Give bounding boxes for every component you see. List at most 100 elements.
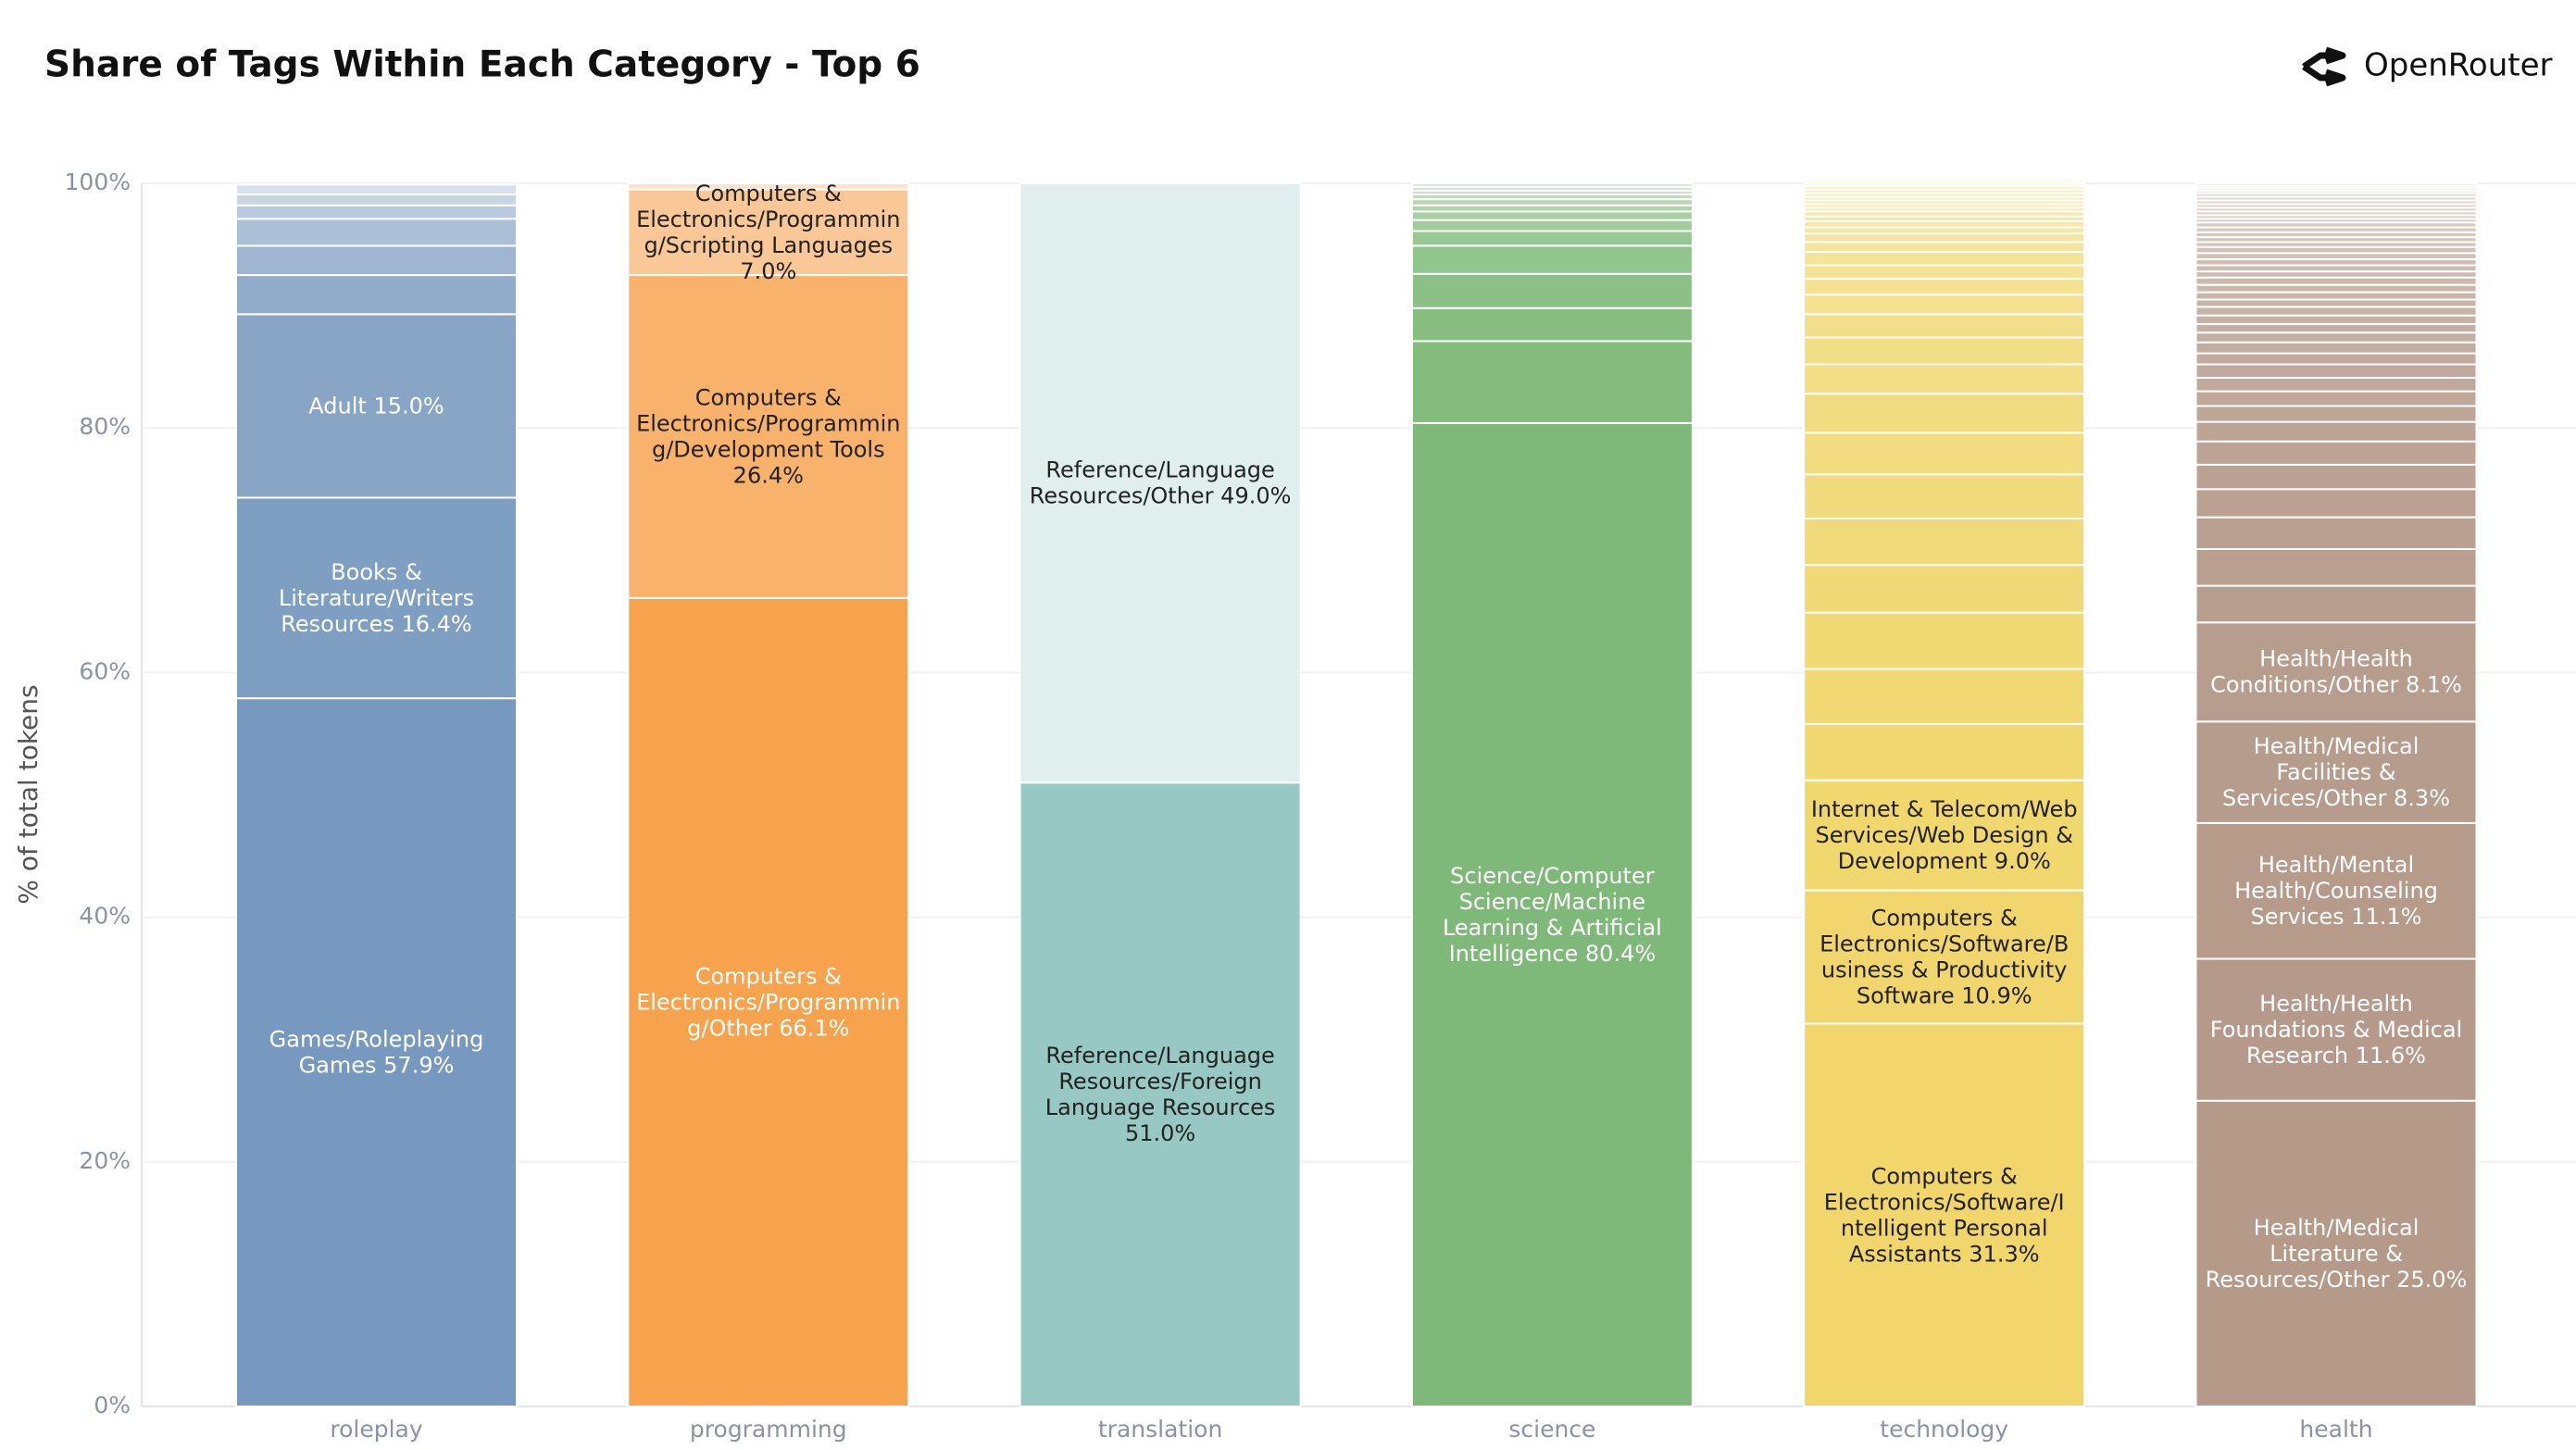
segment-label: Health/Health Conditions/Other 8.1% — [2210, 646, 2462, 698]
segment-label-line: Science/Computer — [1450, 863, 1655, 889]
segment-label-line: Computers & — [695, 384, 842, 410]
x-tick-label: technology — [1880, 1416, 2008, 1443]
segment-label-line: Health/Health — [2259, 991, 2413, 1017]
column — [1410, 182, 1694, 1407]
bar-segment — [2195, 377, 2478, 393]
segment-label-line: ntelligent Personal — [1841, 1215, 2048, 1241]
segment-label-line: Electronics/Software/B — [1819, 931, 2069, 957]
bar-segment — [1803, 336, 2086, 366]
bar-segment — [627, 182, 910, 191]
segment-label-line: Services 11.1% — [2250, 904, 2421, 930]
bar-segment — [1410, 230, 1694, 247]
bar-segment — [1019, 182, 1302, 784]
bar-segment — [1803, 564, 2086, 614]
y-tick-label: 40% — [79, 903, 131, 930]
segment-label-line: Games 57.9% — [299, 1053, 455, 1079]
bar-segment — [1410, 210, 1694, 221]
x-tick-label: roleplay — [330, 1416, 422, 1443]
y-axis-label: % of total tokens — [13, 684, 44, 904]
segment-label: Adult 15.0% — [308, 393, 444, 419]
bar-segment — [1803, 232, 2086, 244]
segment-label: Computers & Electronics/Software/I ntellig… — [1824, 1163, 2065, 1267]
x-tick-label: science — [1508, 1416, 1595, 1443]
bar-segment — [1803, 278, 2086, 296]
bar-segment — [1803, 1022, 2086, 1407]
bar-segment — [2195, 182, 2478, 187]
column — [1019, 182, 1302, 1407]
segment-label-line: Computers & — [1871, 906, 2018, 931]
segment-label-line: Health/Mental — [2258, 852, 2414, 878]
bar-segment — [1410, 421, 1694, 1407]
bar-segment — [627, 596, 910, 1407]
segment-label-line: Books & — [331, 559, 422, 585]
y-tick-label: 0% — [94, 1392, 131, 1419]
bar-segment — [1410, 306, 1694, 343]
segment-label: Computers & Electronics/Programmin g/Scrip… — [636, 181, 900, 284]
bar-segment — [1803, 363, 2086, 395]
bar-segment — [1803, 473, 2086, 519]
segment-label-line: Electronics/Programmin — [636, 206, 900, 232]
segment-label-line: Facilities & — [2276, 759, 2395, 785]
segment-label-line: Resources/Other 25.0% — [2206, 1267, 2468, 1293]
segment-label-line: Computers & — [695, 181, 842, 206]
segment-label-line: Intelligence 80.4% — [1449, 941, 1657, 967]
y-tick-label: 60% — [79, 657, 131, 684]
bar-segment — [235, 244, 518, 277]
bar-segment — [1803, 889, 2086, 1025]
bar-segment — [2195, 405, 2478, 423]
column — [627, 182, 910, 1407]
segment-label: Books & Literature/Writers Resources 16.4% — [279, 559, 474, 637]
segment-label-line: Resources/Other 49.0% — [1030, 483, 1292, 509]
segment-label-line: 7.0% — [740, 258, 796, 284]
segment-label-line: Foundations & Medical — [2210, 1017, 2462, 1043]
y-tick-label: 20% — [79, 1147, 131, 1174]
bar-segment — [2195, 363, 2478, 380]
bar-segment — [2195, 276, 2478, 286]
segment-label-line: Services/Web Design & — [1815, 822, 2072, 848]
segment-label-line: Health/Medical — [2254, 1215, 2420, 1241]
bar-segment — [2195, 314, 2478, 325]
segment-label-line: Electronics/Software/I — [1824, 1189, 2065, 1215]
brand-name: OpenRouter — [2364, 47, 2553, 84]
segment-label-line: Adult 15.0% — [308, 393, 444, 419]
segment-label: Games/Roleplaying Games 57.9% — [269, 1027, 484, 1079]
bar-segment — [2195, 420, 2478, 443]
segment-label-line: 26.4% — [733, 462, 804, 488]
bar-segment — [1410, 340, 1694, 424]
bar-segment — [1803, 241, 2086, 253]
bar-segment — [2195, 306, 2478, 317]
segment-label-line: Health/Health — [2259, 646, 2413, 672]
bar-segment — [235, 218, 518, 247]
segment-label-line: Software 10.9% — [1857, 983, 2032, 1009]
bar-segment — [2195, 720, 2478, 824]
segment-label: Reference/Language Resources/Other 49.0% — [1030, 457, 1292, 509]
segment-label-line: Resources/Foreign — [1058, 1069, 1262, 1094]
segment-label: Reference/Language Resources/Foreign Langu… — [1045, 1043, 1276, 1146]
bar-segment — [2195, 352, 2478, 366]
segment-label-line: Literature/Writers — [279, 585, 474, 611]
bar-segment — [235, 274, 518, 316]
segment-label-line: 51.0% — [1125, 1120, 1195, 1146]
bar-segment — [1410, 219, 1694, 232]
bar-segment — [1803, 393, 2086, 434]
bar-segment — [1019, 781, 1302, 1407]
segment-label-line: Health/Counseling — [2234, 878, 2438, 904]
column — [235, 183, 518, 1407]
segment-label: Health/Health Foundations & Medical Resear… — [2210, 991, 2462, 1069]
bar-segment — [2195, 1099, 2478, 1407]
segment-label-line: Electronics/Programmin — [636, 989, 900, 1015]
bar-segment — [1410, 272, 1694, 309]
bar-segment — [1803, 431, 2086, 476]
segment-label-line: Computers & — [695, 963, 842, 989]
bar-segment — [1410, 244, 1694, 275]
bar-segment — [2195, 621, 2478, 723]
y-tick-label: 80% — [79, 413, 131, 440]
bar-segment — [1803, 611, 2086, 670]
bar-segment — [235, 313, 518, 499]
segment-label-line: g/Development Tools — [652, 436, 885, 462]
x-tick-label: health — [2299, 1416, 2372, 1443]
segment-label: Internet & Telecom/Web Services/Web Desig… — [1811, 796, 2078, 874]
segment-label-line: Science/Machine — [1459, 889, 1646, 915]
bar-segment — [2195, 488, 2478, 519]
